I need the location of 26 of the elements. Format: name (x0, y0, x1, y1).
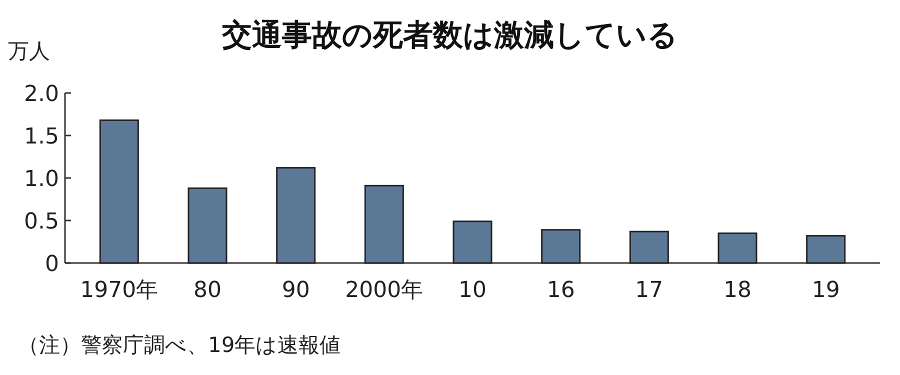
x-tick-label: 90 (282, 278, 310, 303)
x-tick-label: 18 (724, 278, 752, 303)
x-tick-label: 17 (635, 278, 664, 303)
y-tick-label: 1.0 (24, 167, 59, 192)
y-tick-label: 0.5 (24, 210, 59, 234)
x-tick-label: 19 (812, 278, 840, 303)
bar (806, 235, 846, 264)
bar (541, 229, 581, 264)
bar (452, 220, 492, 264)
bar (364, 184, 404, 264)
bar (99, 119, 139, 264)
bar (629, 230, 669, 264)
y-tick-label: 1.5 (24, 124, 59, 150)
x-tick-label: 10 (458, 278, 486, 303)
bar (276, 167, 316, 264)
x-tick-label: 2000年 (345, 278, 424, 303)
x-tick-label: 16 (546, 278, 575, 303)
x-tick-label: 1970年 (80, 278, 158, 303)
x-tick-label: 80 (194, 278, 222, 303)
chart-title: 交通事故の死者数は激減している (221, 18, 678, 53)
y-tick-label: 0 (45, 252, 59, 277)
y-tick-label: 2.0 (24, 82, 59, 107)
text: （注）警察庁調べ、19年は速報値 (18, 333, 341, 357)
bar (188, 187, 228, 264)
y-axis-title: 万人 (8, 39, 50, 63)
bar (718, 232, 758, 264)
